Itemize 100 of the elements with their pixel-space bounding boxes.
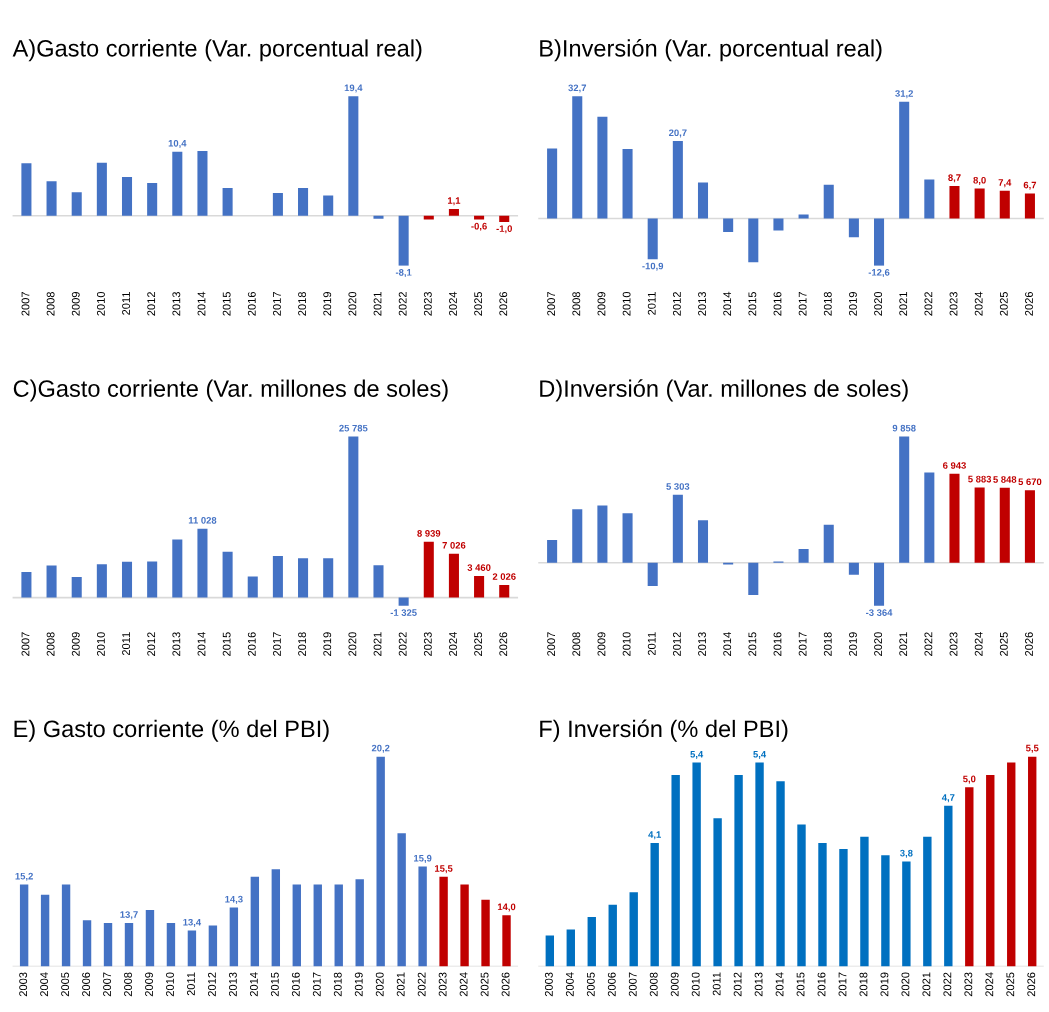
- x-tick-label: 2007: [628, 972, 637, 997]
- bar: [848, 218, 859, 238]
- data-label: 5 303: [666, 483, 690, 490]
- x-tick-label: 2021: [899, 632, 908, 656]
- x-tick-label: 2025: [474, 632, 483, 656]
- x-tick-label: 2013: [698, 291, 706, 316]
- bar: [398, 215, 409, 266]
- bar: [798, 548, 809, 563]
- x-tick-label: 2007: [21, 632, 30, 656]
- x-tick-label: 2015: [222, 291, 231, 316]
- x-tick-label: 2010: [96, 291, 105, 316]
- x-tick-label: 2014: [197, 291, 206, 316]
- x-tick-label: 2010: [622, 291, 631, 316]
- bar: [672, 141, 683, 219]
- bar: [499, 215, 510, 222]
- data-label: -3 364: [866, 609, 893, 616]
- chart-title: E) Gasto corriente (% del PBI): [14, 719, 329, 742]
- chart-title: B)Inversión (Var. porcentual real): [540, 39, 882, 62]
- bar: [272, 556, 283, 598]
- x-tick-label: 2005: [61, 972, 70, 997]
- bar: [373, 215, 384, 219]
- x-tick-label: 2024: [974, 632, 983, 656]
- data-label: 5,4: [690, 750, 704, 759]
- data-label: 15,5: [435, 865, 453, 874]
- data-label: 5 883: [968, 475, 992, 483]
- data-label: 7,4: [998, 179, 1012, 188]
- x-tick-label: 2017: [798, 632, 807, 656]
- bar: [474, 575, 485, 598]
- x-tick-label: 2012: [208, 972, 216, 997]
- x-tick-label: 2021: [922, 972, 931, 997]
- bar: [949, 473, 960, 563]
- chart-title: F) Inversión (% del PBI): [540, 719, 788, 742]
- x-tick-label: 2010: [691, 972, 700, 997]
- x-tick-label: 2025: [480, 972, 489, 997]
- x-tick-label: 2009: [597, 292, 606, 316]
- x-tick-label: 2024: [459, 972, 468, 997]
- x-tick-label: 2023: [438, 972, 447, 997]
- x-tick-label: 2019: [849, 292, 857, 316]
- data-label: 2 026: [492, 573, 516, 580]
- bar: [373, 565, 384, 598]
- x-tick-label: 2020: [901, 972, 910, 997]
- x-tick-label: 2026: [499, 291, 508, 316]
- bar: [547, 148, 558, 219]
- x-tick-label: 2017: [273, 632, 281, 656]
- bar: [1024, 193, 1035, 219]
- x-tick-label: 2013: [228, 972, 237, 997]
- bar: [96, 564, 107, 598]
- bar: [46, 181, 57, 216]
- data-label: -10,9: [642, 262, 664, 271]
- x-tick-label: 2018: [823, 632, 832, 656]
- data-label: 8,0: [973, 176, 986, 185]
- data-label: -1 325: [390, 609, 417, 616]
- bar: [899, 101, 910, 219]
- data-label: 1,1: [447, 197, 461, 206]
- x-tick-label: 2024: [974, 291, 983, 316]
- x-tick-label: 2014: [723, 291, 732, 316]
- x-tick-label: 2009: [71, 632, 80, 656]
- bar: [597, 505, 608, 563]
- data-label: -0,6: [471, 222, 487, 231]
- x-tick-label: 2004: [565, 972, 574, 997]
- x-tick-label: 2012: [672, 632, 681, 656]
- x-tick-label: 2020: [348, 291, 357, 316]
- x-tick-label: 2008: [649, 972, 658, 997]
- x-tick-label: 2022: [943, 972, 952, 997]
- data-label: 4,1: [648, 831, 661, 840]
- x-tick-label: 2011: [187, 972, 195, 996]
- data-label: 20,7: [668, 129, 687, 138]
- data-label: 15,9: [414, 854, 432, 863]
- bar: [71, 192, 82, 216]
- x-tick-label: 2026: [501, 972, 510, 997]
- bar: [547, 540, 558, 563]
- bar: [874, 562, 885, 606]
- x-tick-label: 2019: [323, 632, 332, 656]
- x-tick-label: 2008: [46, 632, 55, 656]
- bar: [597, 116, 608, 219]
- x-tick-label: 2010: [166, 972, 174, 997]
- x-tick-label: 2025: [999, 291, 1008, 316]
- bar: [572, 509, 583, 563]
- bar: [272, 192, 283, 216]
- bar: [823, 524, 834, 563]
- x-tick-label: 2025: [999, 632, 1008, 656]
- x-tick-label: 2019: [849, 632, 857, 656]
- bar: [323, 195, 334, 216]
- chart-title: D)Inversión (Var. millones de soles): [540, 379, 908, 402]
- bar: [147, 183, 158, 216]
- bar: [448, 553, 459, 598]
- x-tick-label: 2010: [622, 632, 631, 656]
- x-tick-label: 2018: [823, 291, 832, 316]
- bar: [1024, 490, 1035, 563]
- bar: [348, 96, 359, 216]
- x-tick-label: 2015: [222, 632, 231, 656]
- bar: [622, 148, 633, 219]
- x-tick-label: 2022: [924, 292, 933, 316]
- bar: [748, 218, 759, 263]
- data-label: 5 670: [1018, 478, 1042, 486]
- x-tick-label: 2018: [859, 972, 868, 997]
- bar: [748, 562, 759, 595]
- x-tick-label: 2023: [949, 291, 958, 316]
- bar: [773, 218, 784, 231]
- data-label: 4,7: [941, 794, 955, 803]
